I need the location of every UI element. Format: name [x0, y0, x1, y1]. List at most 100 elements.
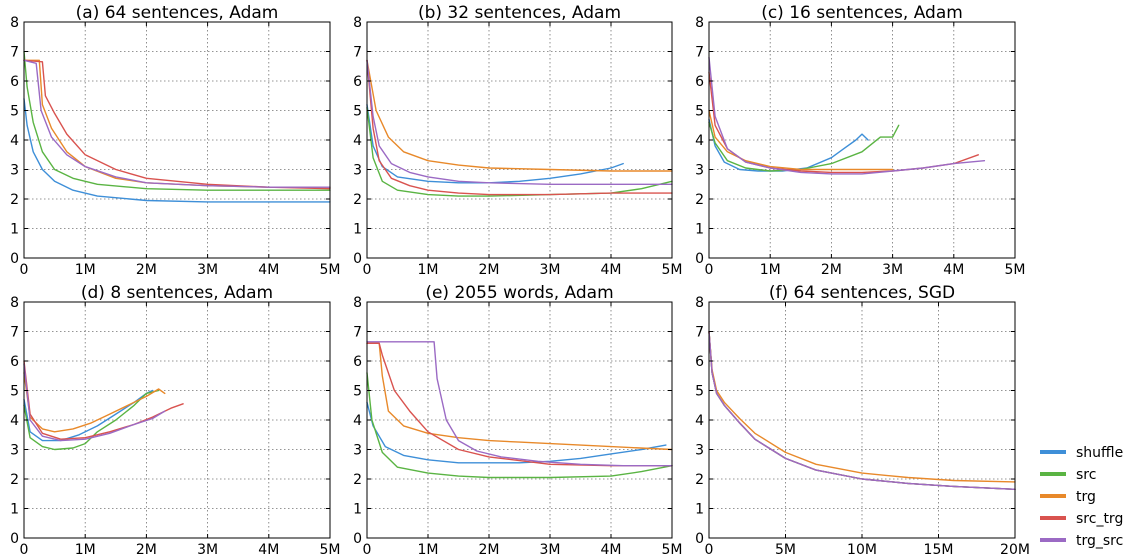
x-tick-label: 0 [363, 542, 372, 558]
y-tick-label: 5 [10, 104, 19, 120]
panel-6: 0 5M 10M 15M 20M 0 1 2 3 4 5 6 7 8 (f) 64 sentences, S… [695, 283, 1030, 558]
y-tick-label: 1 [695, 502, 704, 518]
x-tick-label: 1M [75, 262, 96, 278]
y-tick-label: 1 [10, 502, 19, 518]
series-line-trg_src [366, 59, 673, 185]
y-tick-label: 4 [695, 133, 704, 149]
x-tick-label: 1M [418, 262, 439, 278]
y-tick-label: 5 [353, 104, 362, 120]
x-tick-label: 0 [705, 542, 714, 558]
x-tick-label: 5M [1005, 262, 1026, 278]
y-tick-label: 1 [353, 222, 362, 238]
x-tick-label: 5M [320, 262, 341, 278]
series-line-shuffle [23, 98, 331, 203]
x-tick-label: 3M [540, 542, 561, 558]
y-tick-label: 0 [695, 251, 704, 267]
series-line-src [366, 372, 673, 479]
x-tick-label: 2M [136, 262, 157, 278]
series-line-src [23, 389, 160, 451]
x-tick-label: 10M [847, 542, 877, 558]
series-line-trg [708, 109, 894, 171]
y-tick-label: 6 [695, 354, 704, 370]
y-tick-label: 2 [353, 472, 362, 488]
legend-label-trg: trg [1076, 489, 1096, 505]
panel-title: (c) 16 sentences, Adam [761, 3, 963, 23]
x-tick-label: 0 [363, 262, 372, 278]
panel-2: 0 1M 2M 3M 4M 5M 0 1 2 3 4 5 6 7 8 (b) 32 sentences, Ad… [353, 3, 682, 278]
y-tick-label: 8 [353, 295, 362, 311]
y-tick-label: 5 [10, 384, 19, 400]
x-tick-label: 1M [418, 542, 439, 558]
y-tick-label: 0 [695, 531, 704, 547]
x-tick-label: 3M [882, 262, 903, 278]
y-tick-label: 7 [10, 45, 19, 61]
x-tick-label: 5M [662, 542, 683, 558]
x-tick-label: 1M [75, 542, 96, 558]
y-tick-label: 3 [353, 163, 362, 179]
y-tick-label: 3 [10, 163, 19, 179]
y-tick-label: 7 [10, 325, 19, 341]
x-tick-label: 4M [258, 542, 279, 558]
y-tick-label: 8 [695, 295, 704, 311]
x-tick-label: 3M [197, 262, 218, 278]
panel-title: (f) 64 sentences, SGD [769, 283, 955, 303]
y-tick-label: 2 [353, 192, 362, 208]
x-tick-label: 3M [540, 262, 561, 278]
panel-5: 0 1M 2M 3M 4M 5M 0 1 2 3 4 5 6 7 8 (e) 2055 words, Adam [353, 283, 682, 558]
y-tick-label: 3 [695, 443, 704, 459]
y-tick-label: 0 [10, 531, 19, 547]
y-tick-label: 0 [353, 531, 362, 547]
y-tick-label: 8 [695, 15, 704, 31]
y-tick-label: 7 [695, 325, 704, 341]
series-line-trg [23, 59, 331, 188]
y-tick-label: 8 [10, 15, 19, 31]
x-tick-label: 2M [479, 542, 500, 558]
y-tick-label: 2 [695, 192, 704, 208]
series-line-src [23, 50, 331, 191]
series-line-trg [366, 59, 673, 172]
y-tick-label: 8 [10, 295, 19, 311]
series-line-trg_src [708, 330, 1016, 490]
y-tick-label: 3 [353, 443, 362, 459]
legend-label-shuffle: shuffle [1076, 445, 1123, 461]
series-line-shuffle [23, 389, 154, 442]
x-tick-label: 2M [479, 262, 500, 278]
legend-label-trg_src: trg_src [1076, 533, 1123, 549]
series-line-trg_src [708, 56, 986, 175]
y-tick-label: 1 [695, 222, 704, 238]
x-tick-label: 20M [1000, 542, 1030, 558]
x-tick-label: 15M [924, 542, 954, 558]
y-tick-label: 0 [10, 251, 19, 267]
legend: shuffle src trg src_trg trg_src [1040, 445, 1123, 549]
series-line-src [708, 121, 900, 172]
y-tick-label: 4 [10, 133, 19, 149]
x-tick-label: 4M [943, 262, 964, 278]
y-tick-label: 6 [10, 74, 19, 90]
x-tick-label: 4M [601, 542, 622, 558]
series-line-trg [23, 372, 166, 433]
y-tick-label: 4 [10, 413, 19, 429]
series-line-src_trg [708, 71, 979, 174]
series-line-src_trg [366, 59, 673, 196]
x-tick-label: 2M [821, 262, 842, 278]
legend-label-src: src [1076, 467, 1096, 483]
y-tick-label: 8 [353, 15, 362, 31]
series-line-trg_src [23, 59, 331, 188]
x-tick-label: 0 [20, 542, 29, 558]
y-tick-label: 2 [10, 472, 19, 488]
panel-title: (b) 32 sentences, Adam [418, 3, 621, 23]
y-tick-label: 7 [695, 45, 704, 61]
panel-1: 0 1M 2M 3M 4M 5M 0 1 2 3 4 5 6 7 8 (a) 64 sentences, Ad… [10, 3, 340, 278]
y-tick-label: 4 [695, 413, 704, 429]
legend-label-src_trg: src_trg [1076, 511, 1123, 527]
y-tick-label: 2 [695, 472, 704, 488]
panel-title: (d) 8 sentences, Adam [81, 283, 273, 303]
y-tick-label: 7 [353, 45, 362, 61]
y-tick-label: 5 [353, 384, 362, 400]
x-tick-label: 2M [136, 542, 157, 558]
y-tick-label: 1 [353, 502, 362, 518]
x-tick-label: 0 [20, 262, 29, 278]
y-tick-label: 4 [353, 133, 362, 149]
x-tick-label: 0 [705, 262, 714, 278]
